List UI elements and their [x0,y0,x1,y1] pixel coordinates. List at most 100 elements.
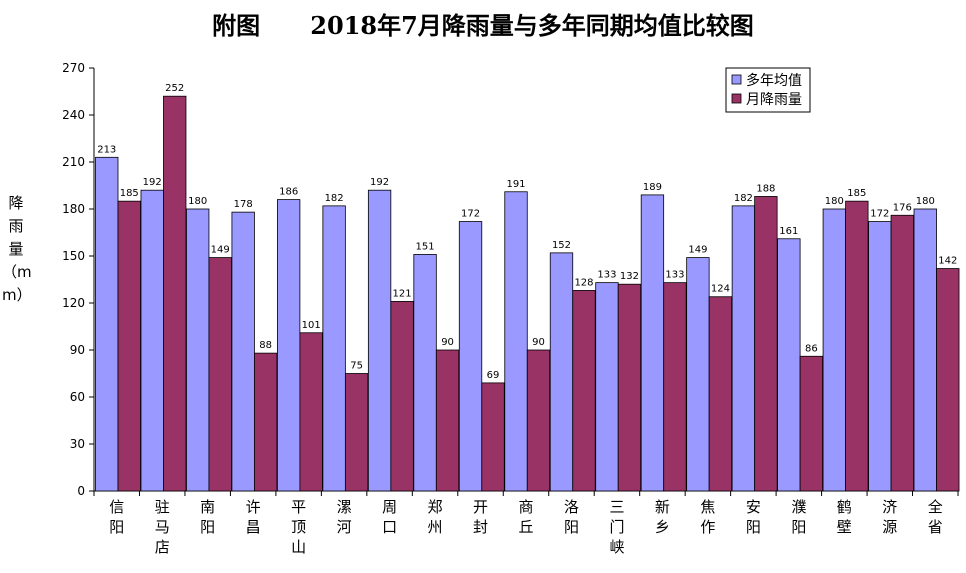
data-labels: 213 192 180 178 186 182 192 151 172 191 152 133 189 1… [97,83,957,381]
bar-average [868,221,892,492]
y-tick-label: 0 [77,484,85,498]
x-tick-label: 郑州 [428,498,443,536]
data-label: 151 [416,241,435,252]
data-label: 75 [350,361,363,372]
bar-average [549,252,574,492]
data-label: 172 [461,209,480,220]
y-tick-label: 60 [70,390,85,404]
bar-monthly [117,200,141,492]
x-tick-label: 安阳 [746,498,761,536]
data-label: 149 [688,245,707,256]
bar-monthly [481,382,505,492]
data-label: 185 [847,188,866,199]
bar-average [140,189,164,492]
bar-monthly [617,283,642,492]
bar-average [186,208,210,492]
data-label: 188 [756,183,775,194]
bar-monthly [344,373,369,492]
data-label: 185 [120,188,139,199]
data-label: 213 [97,144,116,155]
bar-average [458,221,483,492]
bar-monthly [663,282,687,492]
legend-box [725,67,811,113]
y-tick-label: 150 [62,249,85,263]
data-label: 192 [370,177,389,188]
bar-monthly [708,296,733,492]
data-label: 152 [552,240,571,251]
data-label: 161 [779,226,798,237]
data-label: 176 [893,202,912,213]
x-tick-label: 周口 [382,498,397,536]
data-label: 191 [506,179,525,190]
x-tick-label: 许昌 [246,498,261,536]
x-tick-label: 新乡 [655,498,670,536]
bar-monthly [799,355,824,492]
data-label: 101 [302,320,321,331]
bar-average [322,205,346,492]
x-tick-label: 商丘 [518,498,533,536]
bar-average [413,254,437,492]
data-label: 180 [916,196,935,207]
legend-swatch [731,74,742,85]
bar-average [913,208,937,492]
y-tick-label: 180 [62,202,85,216]
data-label: 189 [643,182,662,193]
bar-monthly [754,196,778,492]
data-label: 86 [805,343,818,354]
x-tick-label: 洛阳 [564,498,579,536]
x-tick-label: 鹤壁 [837,498,852,536]
data-label: 186 [279,187,298,198]
data-label: 178 [234,199,253,210]
data-label: 182 [325,193,344,204]
data-label: 124 [711,284,730,295]
data-label: 180 [188,196,207,207]
bar-monthly [254,352,278,492]
data-label: 149 [211,245,230,256]
bar-monthly [526,349,551,492]
y-tick-label: 90 [70,343,85,357]
bars [95,95,960,492]
data-label: 90 [441,337,454,348]
x-tick-label: 平顶山 [291,498,306,556]
bar-average [504,191,528,492]
data-label: 252 [165,83,184,94]
bar-average [595,282,619,492]
x-tick-label: 南阳 [200,498,215,536]
legend-label: 月降雨量 [746,92,802,108]
x-tick-label: 开封 [473,498,488,536]
data-label: 121 [393,288,412,299]
y-tick-label: 30 [70,437,85,451]
bar-average [95,156,119,492]
data-label: 90 [532,337,545,348]
bar-average [822,208,846,492]
data-label: 69 [487,370,500,381]
x-tick-label: 济源 [882,498,897,536]
bar-average [731,205,756,492]
x-tick-label: 全省 [928,498,943,536]
bar-monthly [163,95,187,492]
y-tick-label: 240 [62,108,85,122]
data-label: 180 [825,196,844,207]
bar-monthly [208,257,232,492]
x-tick-label: 濮阳 [791,498,806,536]
y-tick-label: 270 [62,61,85,75]
legend-swatch [731,93,742,104]
data-label: 133 [665,270,684,281]
bar-average [640,194,665,492]
y-tick-label: 210 [62,155,85,169]
legend-label: 多年均值 [746,72,802,89]
data-label: 192 [143,177,162,188]
x-tick-label: 焦作 [700,498,715,536]
bar-monthly [572,290,596,492]
data-label: 128 [574,277,593,288]
bar-monthly [936,268,960,492]
bar-average [367,189,392,492]
data-label: 182 [734,193,753,204]
bar-average [777,238,801,492]
data-label: 133 [597,270,616,281]
bar-average [231,211,255,492]
x-tick-label: 漯河 [337,498,352,536]
